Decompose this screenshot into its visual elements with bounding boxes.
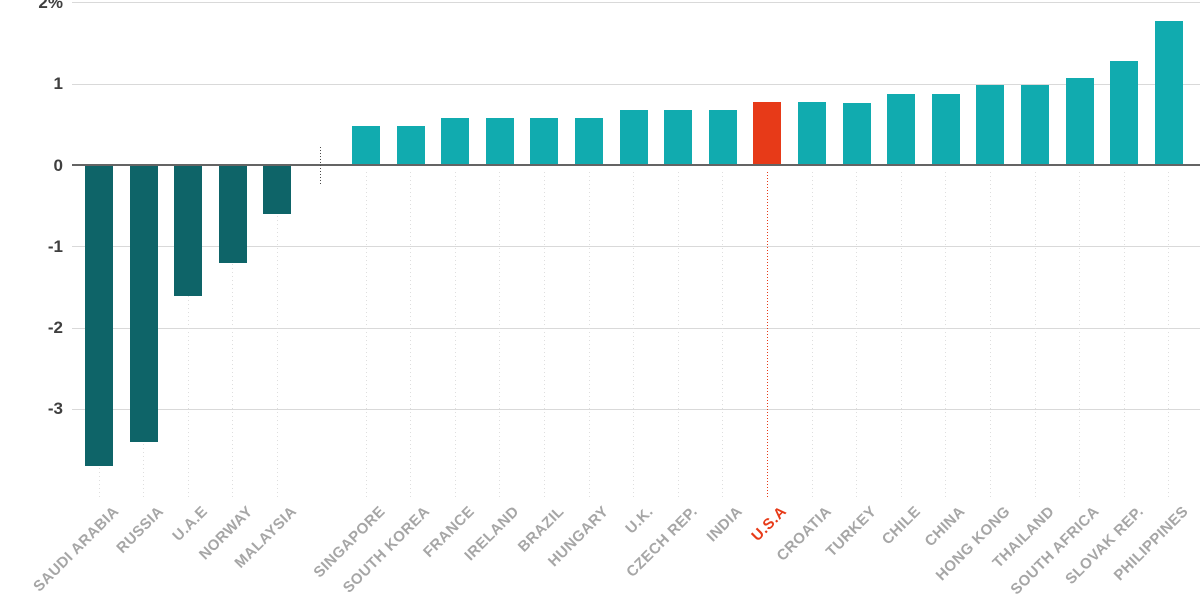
x-label-u-a-e: U.A.E [169, 503, 212, 545]
x-label-u-k: U.K. [622, 503, 657, 538]
usa-highlight-dotted-line [766, 172, 768, 497]
bar-singapore[interactable] [352, 126, 380, 166]
x-label-chile: CHILE [878, 503, 925, 549]
bar-u-s-a[interactable] [753, 102, 782, 166]
bar-saudi-arabia[interactable] [85, 165, 113, 467]
y-tick-label: 1 [53, 74, 63, 94]
column-guide [633, 172, 635, 497]
column-guide [811, 172, 813, 497]
bar-china[interactable] [931, 93, 960, 166]
gridline [72, 2, 1200, 4]
bar-thailand[interactable] [1021, 85, 1049, 166]
column-guide [989, 172, 991, 497]
bar-u-k[interactable] [619, 110, 648, 166]
column-guide [276, 172, 278, 497]
gridline [72, 246, 1200, 248]
bar-hong-kong[interactable] [976, 85, 1005, 166]
gridline [72, 83, 1200, 85]
x-label-russia: RUSSIA [112, 503, 167, 557]
bar-hungary[interactable] [575, 118, 603, 166]
column-guide [1079, 172, 1081, 497]
column-guide [900, 172, 902, 497]
y-tick-label: -2 [47, 318, 63, 338]
bar-brazil[interactable] [530, 118, 559, 166]
bar-croatia[interactable] [798, 102, 826, 166]
x-label-slovak-rep: SLOVAK REP. [1062, 503, 1148, 588]
y-tick-label: -3 [47, 399, 63, 419]
bar-russia[interactable] [129, 165, 158, 442]
group-separator-dotted-line [320, 147, 321, 186]
column-guide [945, 172, 947, 497]
gridline [72, 408, 1200, 410]
bar-norway[interactable] [218, 165, 247, 264]
column-guide [410, 172, 412, 497]
bar-ireland[interactable] [485, 118, 514, 166]
column-guide [365, 172, 367, 497]
column-guide [454, 172, 456, 497]
bar-south-africa[interactable] [1065, 77, 1094, 166]
column-guide [1168, 172, 1170, 497]
x-label-saudi-arabia: SAUDI ARABIA [29, 503, 123, 596]
x-label-u-s-a: U.S.A [748, 503, 791, 545]
x-label-india: INDIA [703, 503, 746, 546]
column-guide [1123, 172, 1125, 497]
column-guide [1034, 172, 1036, 497]
gridline [72, 327, 1200, 329]
bar-south-korea[interactable] [396, 126, 425, 166]
bar-india[interactable] [708, 110, 737, 166]
column-guide [187, 172, 189, 497]
bar-u-a-e[interactable] [174, 165, 203, 296]
y-tick-label: 2% [38, 0, 63, 12]
bar-slovak-rep[interactable] [1110, 60, 1139, 166]
bar-chile[interactable] [887, 93, 916, 166]
bar-france[interactable] [441, 118, 470, 166]
y-tick-label: -1 [47, 236, 63, 256]
bar-philippines[interactable] [1154, 20, 1183, 166]
zero-axis-line [72, 164, 1200, 166]
column-guide [588, 172, 590, 497]
y-tick-label: 0 [53, 155, 63, 175]
bar-turkey[interactable] [842, 102, 871, 166]
column-guide [677, 172, 679, 497]
bar-czech-rep[interactable] [664, 110, 693, 166]
column-guide [499, 172, 501, 497]
column-guide [543, 172, 545, 497]
column-guide [722, 172, 724, 497]
column-guide [856, 172, 858, 497]
x-label-south-korea: SOUTH KOREA [340, 503, 434, 597]
column-guide [232, 172, 234, 497]
bar-malaysia[interactable] [263, 165, 292, 215]
